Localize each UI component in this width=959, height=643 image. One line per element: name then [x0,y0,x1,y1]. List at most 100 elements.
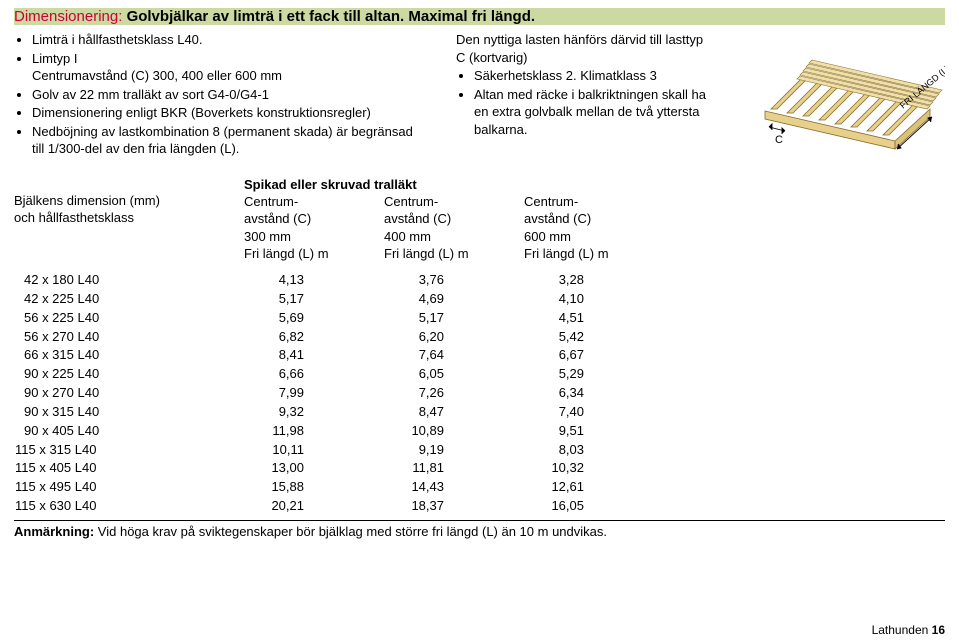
cell-value: 8,03 [524,441,664,460]
table-head-right: Spikad eller skruvad tralläkt Centrum- a… [244,177,664,263]
cell-value: 10,32 [524,459,664,478]
table-row: 90 x 315 L409,328,477,40 [14,403,945,422]
cell-value: 18,37 [384,497,524,516]
cell-value: 13,00 [244,459,384,478]
table-row: 56 x 270 L406,826,205,42 [14,328,945,347]
mid-text: Den nyttiga lasten hänförs därvid till l… [456,31,716,138]
list-item: Golv av 22 mm tralläkt av sort G4-0/G4-1 [32,86,424,104]
cell-dimension: 56 x 225 L40 [14,309,244,328]
cell-value: 8,41 [244,346,384,365]
list-item: Altan med räcke i balkriktningen skall h… [474,86,716,139]
cell-value: 6,67 [524,346,664,365]
cell-dimension: 115 x 315 L40 [14,441,244,460]
cell-value: 20,21 [244,497,384,516]
cell-value: 16,05 [524,497,664,516]
col-header: Centrum- avstånd (C) 400 mm Fri längd (L… [384,193,524,263]
page-title: Dimensionering: Golvbjälkar av limträ i … [14,8,945,25]
footnote: Anmärkning: Vid höga krav på sviktegensk… [14,520,945,539]
list-item: Säkerhetsklass 2. Klimatklass 3 [474,67,716,85]
cell-value: 9,19 [384,441,524,460]
deck-svg: C FRI LÄNGD (L) [745,25,945,165]
mid-column: Den nyttiga lasten hänförs därvid till l… [456,31,716,159]
cell-value: 4,69 [384,290,524,309]
cell-dimension: 90 x 225 L40 [14,365,244,384]
cell-value: 11,98 [244,422,384,441]
dimension-table: Bjälkens dimension (mm) och hållfasthets… [14,177,945,516]
cell-value: 6,66 [244,365,384,384]
table-row: 42 x 180 L404,133,763,28 [14,271,945,290]
table-row: 115 x 315 L4010,119,198,03 [14,441,945,460]
table-row: 42 x 225 L405,174,694,10 [14,290,945,309]
bullet-list-left: Limträ i hållfasthetsklass L40. Limtyp I… [14,31,424,158]
cell-value: 6,82 [244,328,384,347]
cell-value: 5,17 [384,309,524,328]
table-super-header: Spikad eller skruvad tralläkt [244,177,664,192]
cell-value: 6,34 [524,384,664,403]
cell-value: 7,64 [384,346,524,365]
cell-dimension: 90 x 315 L40 [14,403,244,422]
cell-dimension: 42 x 225 L40 [14,290,244,309]
left-column: Limträ i hållfasthetsklass L40. Limtyp I… [14,31,424,159]
footer-page: 16 [932,623,945,637]
list-item: Limtyp I Centrumavstånd (C) 300, 400 ell… [32,50,424,85]
cell-value: 6,20 [384,328,524,347]
table-row: 115 x 405 L4013,0011,8110,32 [14,459,945,478]
title-text: Golvbjälkar av limträ i ett fack till al… [127,8,535,25]
cell-dimension: 56 x 270 L40 [14,328,244,347]
footer-book: Lathunden [872,623,929,637]
cell-dimension: 115 x 405 L40 [14,459,244,478]
cell-value: 9,51 [524,422,664,441]
cell-dimension: 66 x 315 L40 [14,346,244,365]
cell-dimension: 42 x 180 L40 [14,271,244,290]
cell-value: 14,43 [384,478,524,497]
list-item: Nedböjning av lastkombination 8 (permane… [32,123,424,158]
list-item: Limträ i hållfasthetsklass L40. [32,31,424,49]
right-column: C FRI LÄNGD (L) [748,31,945,159]
cell-dimension: 90 x 405 L40 [14,422,244,441]
cell-dimension: 115 x 630 L40 [14,497,244,516]
cell-value: 5,42 [524,328,664,347]
cell-dimension: 115 x 495 L40 [14,478,244,497]
table-col-headers: Centrum- avstånd (C) 300 mm Fri längd (L… [244,193,664,263]
table-row: 90 x 405 L4011,9810,899,51 [14,422,945,441]
cell-value: 5,17 [244,290,384,309]
cell-value: 11,81 [384,459,524,478]
page-footer: Lathunden 16 [872,623,945,637]
cell-value: 7,99 [244,384,384,403]
cell-value: 4,10 [524,290,664,309]
table-row: 56 x 225 L405,695,174,51 [14,309,945,328]
cell-dimension: 90 x 270 L40 [14,384,244,403]
label-c: C [775,134,783,146]
table-body: 42 x 180 L404,133,763,28 42 x 225 L405,1… [14,271,945,516]
cell-value: 4,13 [244,271,384,290]
cell-value: 15,88 [244,478,384,497]
table-row: 90 x 270 L407,997,266,34 [14,384,945,403]
deck-diagram: C FRI LÄNGD (L) [745,25,945,165]
col-header: Centrum- avstånd (C) 600 mm Fri längd (L… [524,193,664,263]
cell-value: 3,76 [384,271,524,290]
cell-value: 7,26 [384,384,524,403]
table-row: 66 x 315 L408,417,646,67 [14,346,945,365]
footnote-text: Vid höga krav på sviktegenskaper bör bjä… [98,524,607,539]
cell-value: 4,51 [524,309,664,328]
list-item: Dimensionering enligt BKR (Boverkets kon… [32,104,424,122]
table-row: 115 x 630 L4020,2118,3716,05 [14,497,945,516]
table-head-left: Bjälkens dimension (mm) och hållfasthets… [14,177,244,263]
cell-value: 7,40 [524,403,664,422]
footnote-label: Anmärkning: [14,524,94,539]
cell-value: 10,11 [244,441,384,460]
cell-value: 10,89 [384,422,524,441]
col-header: Centrum- avstånd (C) 300 mm Fri längd (L… [244,193,384,263]
cell-value: 5,69 [244,309,384,328]
cell-value: 6,05 [384,365,524,384]
cell-value: 8,47 [384,403,524,422]
mid-line: Den nyttiga lasten hänförs därvid till l… [456,31,716,66]
top-columns: Limträ i hållfasthetsklass L40. Limtyp I… [14,31,945,159]
cell-value: 3,28 [524,271,664,290]
title-label: Dimensionering: [14,8,122,25]
table-header: Bjälkens dimension (mm) och hållfasthets… [14,177,945,263]
cell-value: 9,32 [244,403,384,422]
table-row: 90 x 225 L406,666,055,29 [14,365,945,384]
table-row: 115 x 495 L4015,8814,4312,61 [14,478,945,497]
cell-value: 5,29 [524,365,664,384]
